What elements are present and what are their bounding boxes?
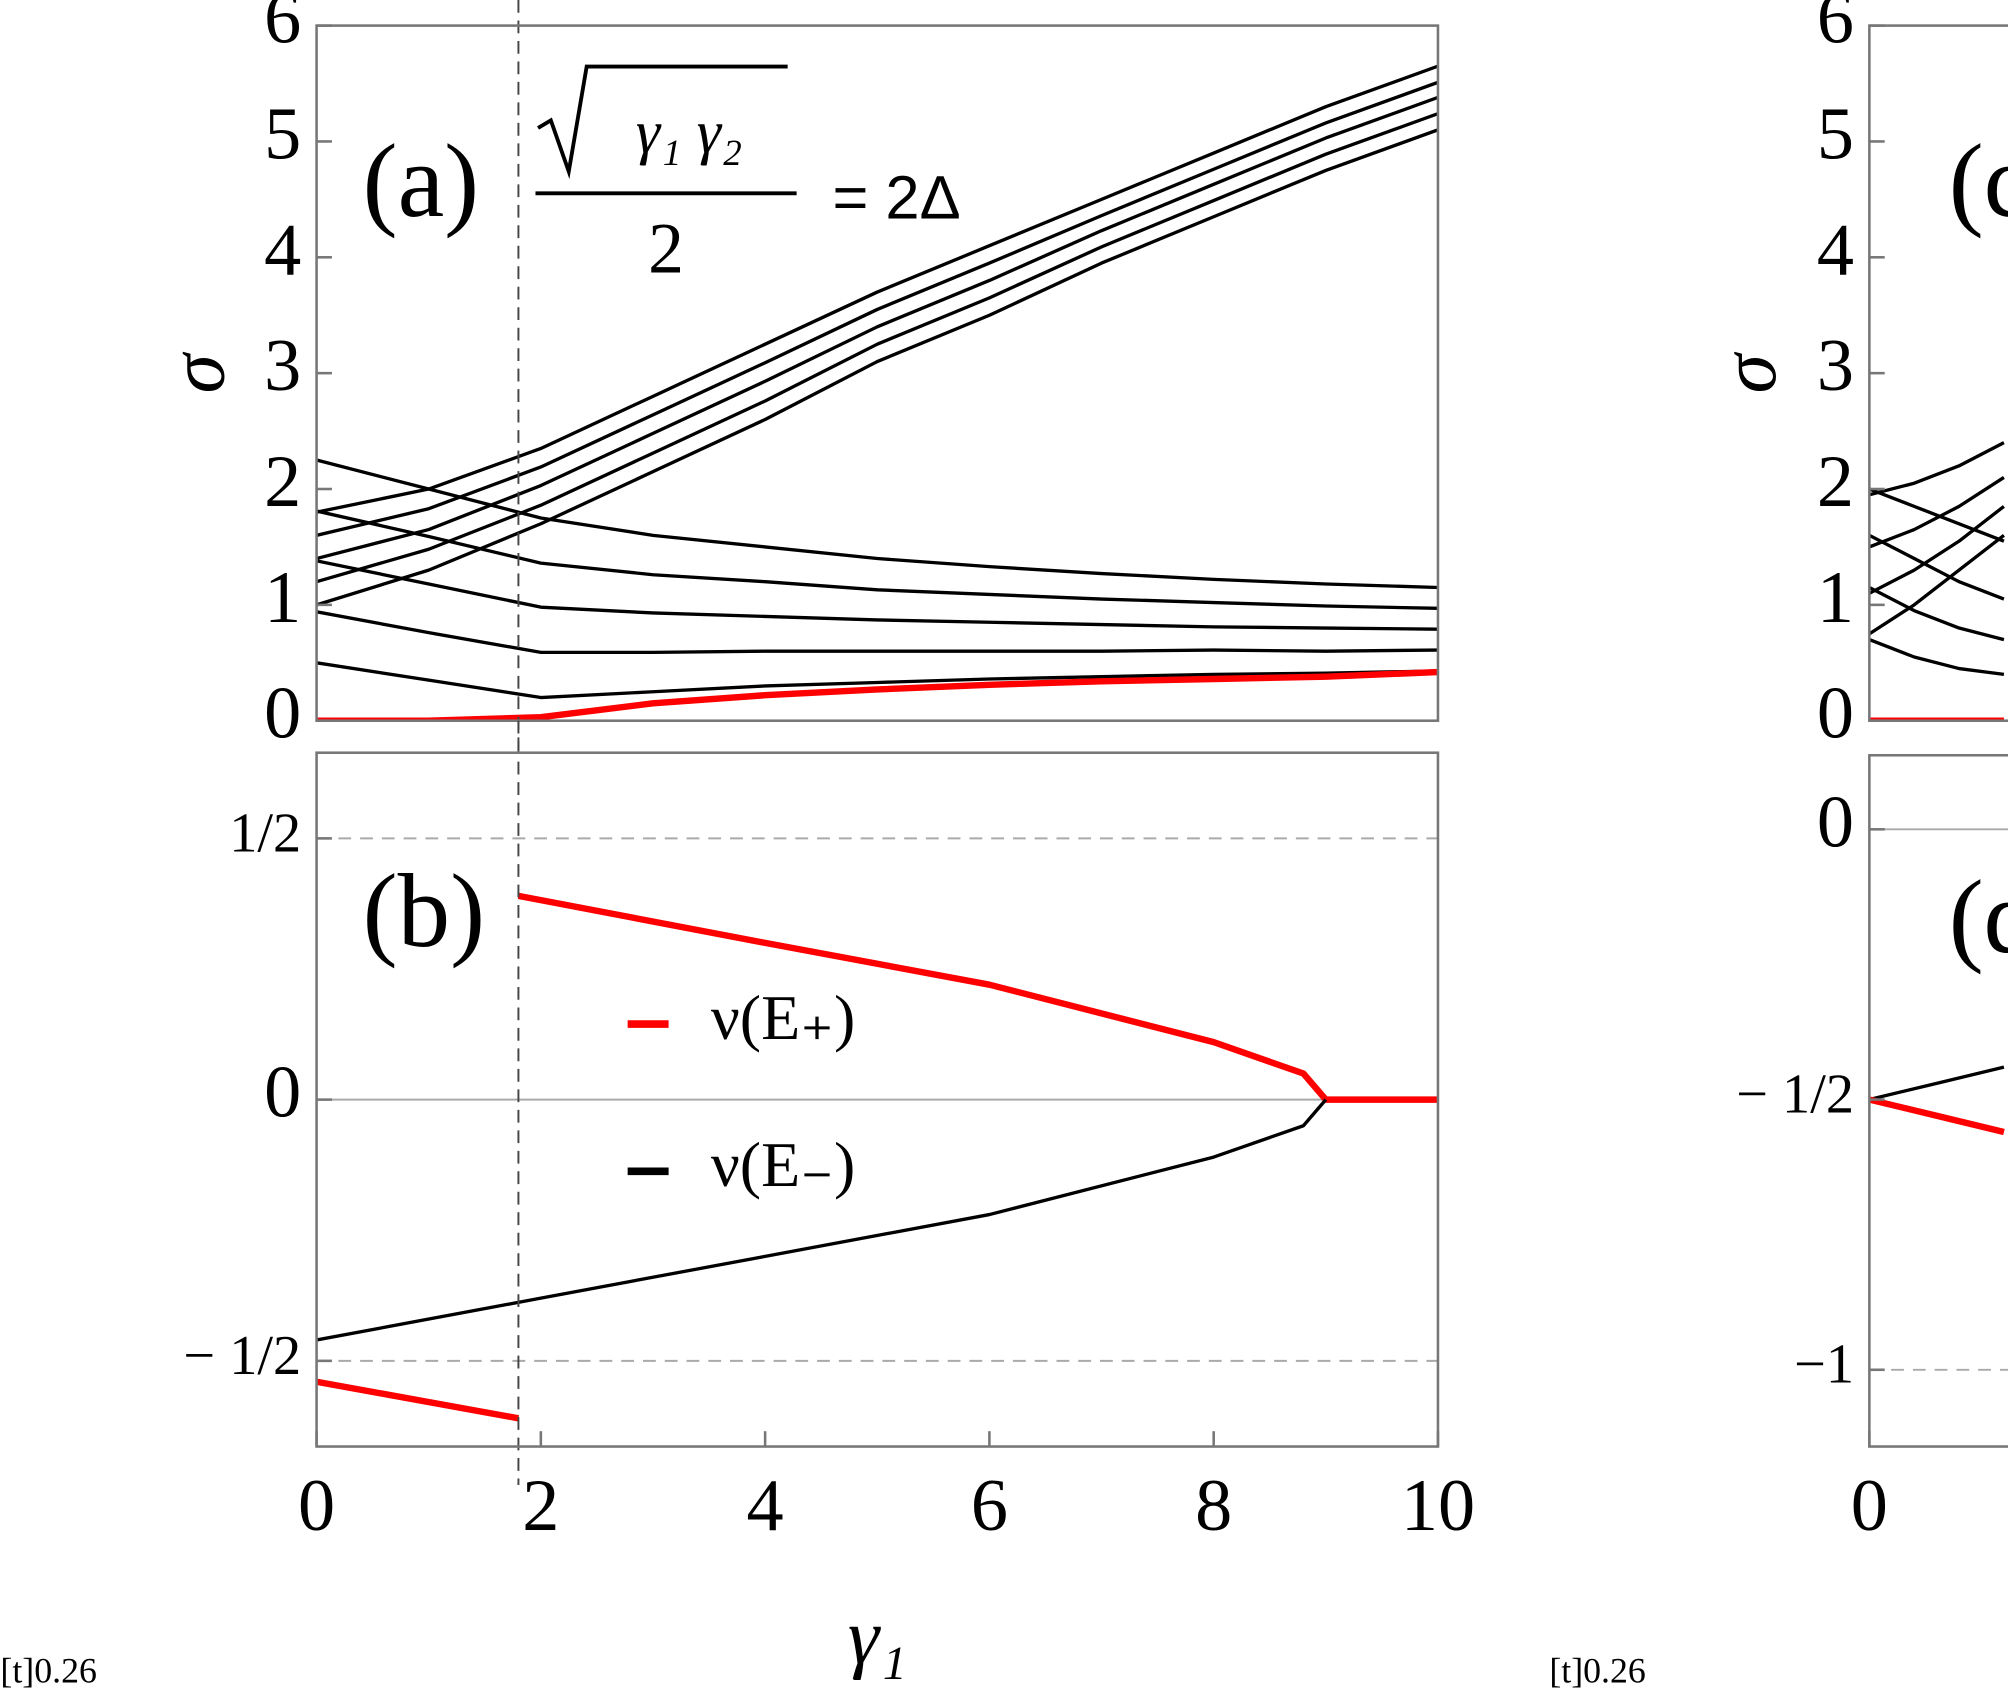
series-line <box>1869 487 2005 543</box>
series-line <box>316 509 1438 610</box>
y-tick-label: 5 <box>264 93 301 175</box>
y-tick-label: − 1/2 <box>1736 1063 1854 1125</box>
legend-label: ν(E₊) <box>711 982 855 1053</box>
x-tick-label: 0 <box>1851 1465 1888 1547</box>
y-tick-label: 0 <box>264 673 301 755</box>
y-axis-label: σ <box>1705 351 1793 393</box>
y-tick-label: 4 <box>1817 209 1854 291</box>
y-tick-label: 1 <box>1817 557 1854 639</box>
series-line <box>316 661 1438 700</box>
x-axis-label: γ₁ <box>848 1593 907 1681</box>
series-line <box>1869 638 2005 677</box>
panel-label: (c) <box>1949 122 2008 239</box>
plot-area <box>1869 441 2005 721</box>
series-line <box>1869 534 2005 636</box>
series-line <box>316 610 1438 655</box>
y-tick-label: 3 <box>1817 325 1854 407</box>
y-tick-label: 0 <box>1817 781 1854 863</box>
y-tick-label: 2 <box>264 441 301 523</box>
series-line <box>316 64 1438 514</box>
series-line <box>316 1098 1328 1342</box>
x-tick-label: 6 <box>971 1465 1008 1547</box>
y-tick-label: 1/2 <box>229 802 301 864</box>
series-line <box>1869 586 2005 642</box>
x-tick-label: 10 <box>1401 1465 1475 1547</box>
x-tick-label: 8 <box>1195 1465 1232 1547</box>
y-tick-label: 6 <box>1817 0 1854 60</box>
series-line <box>1869 476 2005 549</box>
plot-area <box>316 64 1438 721</box>
x-tick-label: 4 <box>747 1465 784 1547</box>
plot-frame <box>315 24 1440 722</box>
series-line <box>1869 1096 2005 1136</box>
legend-label: ν(E₋) <box>711 1129 855 1200</box>
y-tick-label: 1 <box>264 557 301 639</box>
panel-label: (b) <box>363 852 485 969</box>
series-line <box>316 458 1438 590</box>
series-line <box>316 112 1438 584</box>
series-line <box>316 559 1438 631</box>
y-tick-label: −1 <box>1794 1334 1854 1396</box>
series-line <box>316 80 1438 537</box>
x-tick-label: 2 <box>522 1465 559 1547</box>
sqrt-sign <box>537 64 788 180</box>
formula-rhs: = 2Δ <box>832 163 960 232</box>
series-line <box>1869 441 2005 497</box>
panel-label: (d) <box>1949 858 2008 975</box>
series-line <box>1869 505 2005 595</box>
y-tick-label: 0 <box>1817 673 1854 755</box>
y-tick-label: 5 <box>1817 93 1854 175</box>
series-line <box>1869 1065 2005 1102</box>
x-tick-label: 0 <box>298 1465 335 1547</box>
series-line <box>1869 533 2005 601</box>
y-tick-label: 2 <box>1817 441 1854 523</box>
series-line <box>316 668 1438 721</box>
y-tick-label: 3 <box>264 325 301 407</box>
series-line <box>316 128 1438 607</box>
formula-denominator: 2 <box>648 208 684 288</box>
panel-label: (a) <box>363 122 479 239</box>
y-tick-label: 0 <box>264 1052 301 1134</box>
y-tick-label: − 1/2 <box>183 1325 301 1387</box>
series-line <box>316 95 1438 561</box>
y-tick-label: 4 <box>264 209 301 291</box>
plot-area <box>316 837 1438 1422</box>
y-axis-label: σ <box>153 351 241 393</box>
formula-numerator: γ₁ γ₂ <box>636 98 743 166</box>
plot-frame <box>1868 753 2008 1448</box>
plot-frame <box>315 751 1440 1448</box>
caption: [t]0.26 <box>1549 1651 1646 1691</box>
y-tick-label: 6 <box>264 0 301 60</box>
plot-area <box>1869 828 2008 1371</box>
series-line <box>316 892 1438 1422</box>
caption: [t]0.26 <box>0 1651 97 1691</box>
